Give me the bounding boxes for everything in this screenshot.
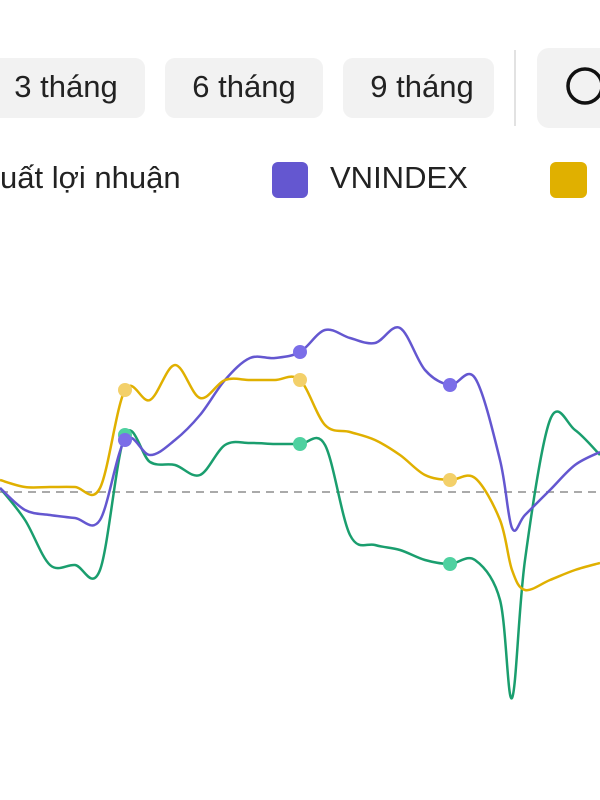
series-line	[0, 363, 600, 592]
point-marker	[443, 557, 457, 571]
period-button[interactable]	[165, 58, 323, 118]
point-marker	[118, 433, 132, 447]
series-line	[0, 326, 600, 532]
point-marker	[293, 345, 307, 359]
series-line	[0, 410, 600, 700]
point-marker	[118, 383, 132, 397]
legend-label: uất lợi nhuận	[0, 160, 181, 195]
point-marker	[443, 473, 457, 487]
legend-swatch	[272, 162, 308, 198]
point-marker	[293, 437, 307, 451]
legend-swatch	[550, 162, 587, 198]
button-label[interactable]: 9 tháng	[370, 69, 473, 104]
button-label[interactable]: 3 tháng	[14, 69, 117, 104]
period-button[interactable]	[0, 58, 145, 118]
point-marker	[443, 378, 457, 392]
period-button[interactable]	[343, 58, 494, 118]
point-marker	[293, 373, 307, 387]
search-icon[interactable]	[566, 67, 600, 105]
button-label[interactable]: 6 tháng	[192, 69, 295, 104]
legend-label: VNINDEX	[330, 160, 468, 195]
